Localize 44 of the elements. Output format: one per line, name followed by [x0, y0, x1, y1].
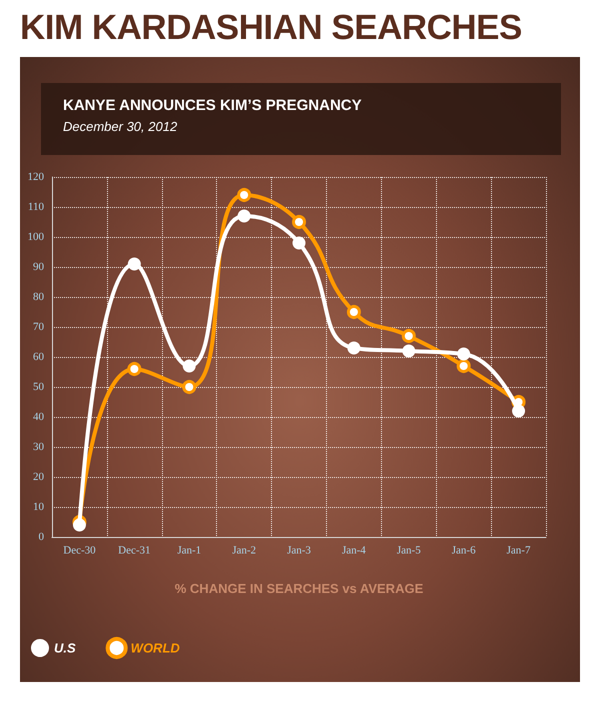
y-tick-label: 120 [28, 171, 44, 183]
legend-label: WORLD [130, 640, 180, 656]
x-tick-label: Dec-30 [63, 544, 96, 556]
point [128, 258, 141, 270]
point [292, 236, 306, 250]
y-tick-label: 100 [28, 231, 44, 243]
point [182, 360, 196, 372]
point [238, 210, 251, 222]
x-tick-label: Jan-6 [452, 544, 476, 556]
y-tick-label: 50 [33, 381, 44, 393]
point [346, 305, 361, 319]
point [456, 359, 471, 373]
point [127, 362, 142, 376]
y-tick-label: 0 [38, 531, 44, 543]
y-tick-label: 40 [33, 411, 44, 423]
legend-label: U.S [54, 640, 76, 656]
x-tick-label: Jan-1 [177, 544, 202, 556]
y-tick-label: 70 [33, 321, 44, 333]
point [402, 329, 416, 343]
x-tick-label: Jan-7 [506, 544, 531, 556]
x-tick-label: Dec-31 [118, 544, 151, 556]
y-tick-label: 20 [33, 471, 44, 483]
point [457, 348, 470, 360]
point [402, 344, 416, 358]
point [292, 215, 306, 229]
point [72, 518, 86, 532]
point [347, 342, 360, 354]
point [512, 404, 526, 418]
x-tick-label: Jan-5 [396, 544, 422, 556]
y-tick-label: 80 [33, 291, 44, 303]
y-tick-label: 90 [33, 261, 44, 273]
point [182, 380, 196, 394]
x-tick-label: Jan-3 [287, 544, 312, 556]
point [237, 188, 252, 202]
y-tick-label: 110 [28, 201, 44, 213]
y-tick-label: 60 [33, 351, 44, 363]
text: December 30, 2012 [63, 119, 178, 134]
x-tick-label: Jan-4 [342, 544, 366, 556]
chart-title: KIM KARDASHIAN SEARCHES [20, 8, 522, 48]
y-tick-label: 30 [33, 441, 44, 453]
x-tick-label: Jan-2 [232, 544, 256, 556]
y-tick-label: 10 [33, 501, 44, 513]
x-axis-title: % CHANGE IN SEARCHES vs AVERAGE [174, 581, 424, 596]
chart-subtitle: KANYE ANNOUNCES KIM’S PREGNANCY [63, 97, 362, 114]
